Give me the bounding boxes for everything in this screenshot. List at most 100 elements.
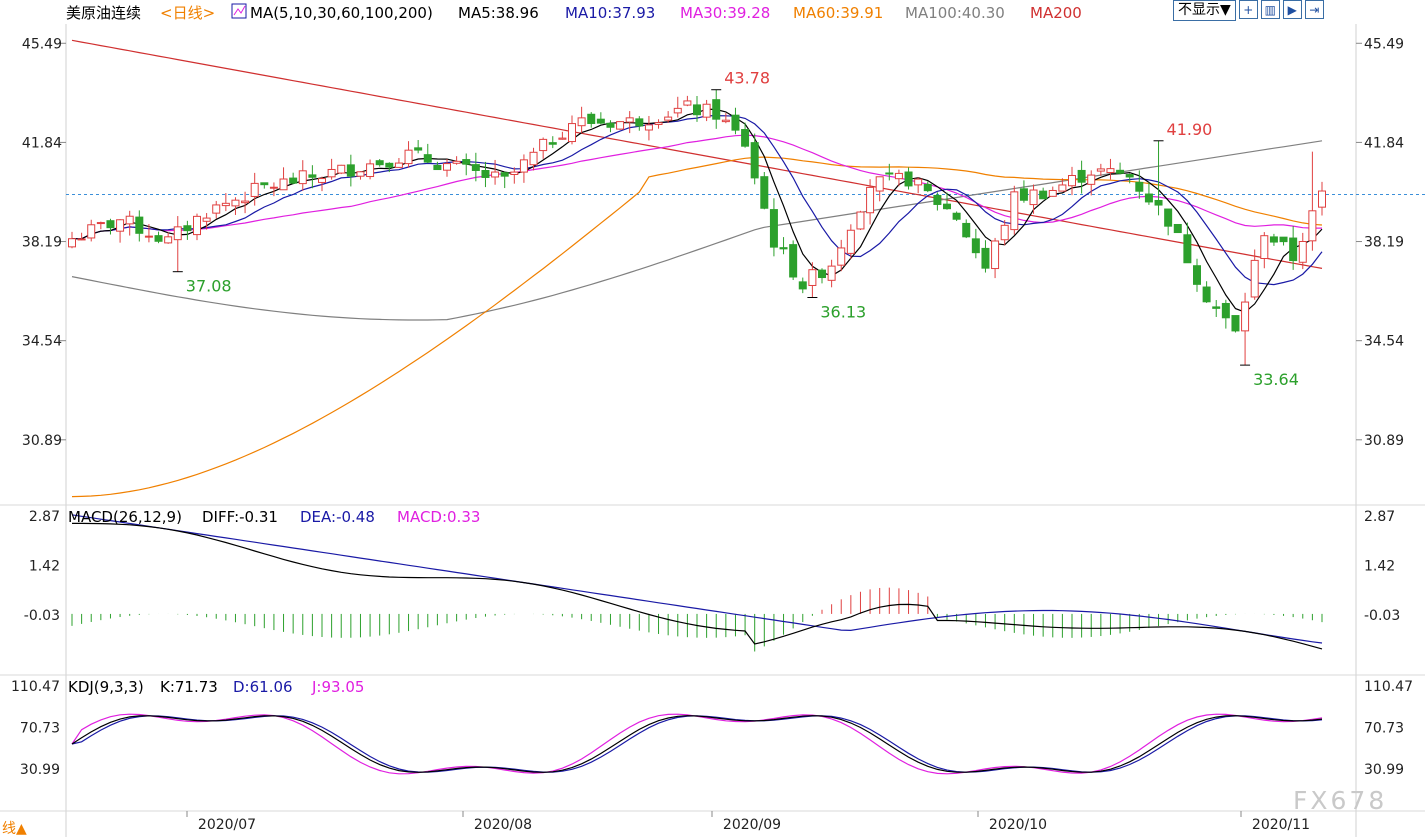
candle[interactable] <box>212 200 221 219</box>
candle[interactable] <box>866 179 875 225</box>
kdj-panel[interactable]: 110.47 110.47 70.73 70.73 30.99 30.99 <box>11 679 1413 778</box>
chart-layout-icon[interactable]: ▥ <box>1260 0 1280 19</box>
candle[interactable] <box>96 221 105 230</box>
candle[interactable] <box>702 99 711 122</box>
candle[interactable] <box>87 219 96 242</box>
candle[interactable] <box>68 231 76 249</box>
display-select[interactable]: 不显示▼ <box>1173 0 1236 21</box>
candle[interactable] <box>856 210 865 231</box>
candle[interactable] <box>914 177 923 194</box>
candle[interactable] <box>1010 185 1019 235</box>
candle[interactable] <box>635 116 644 131</box>
candle[interactable] <box>471 152 480 182</box>
candle[interactable] <box>991 237 1000 279</box>
candle[interactable] <box>1260 232 1269 269</box>
candle[interactable] <box>394 157 403 168</box>
candle[interactable] <box>1221 299 1230 329</box>
candle[interactable] <box>721 113 730 124</box>
candle[interactable] <box>596 112 605 125</box>
candle[interactable] <box>827 259 836 288</box>
candle[interactable] <box>221 193 230 212</box>
candle[interactable] <box>769 198 778 257</box>
candle[interactable] <box>971 228 980 259</box>
candle[interactable] <box>135 210 144 242</box>
candle[interactable] <box>1279 236 1288 246</box>
candle[interactable] <box>577 106 586 134</box>
macd-panel[interactable]: 2.87 2.87 1.42 1.42 -0.03 -0.03 <box>24 509 1400 652</box>
candle[interactable] <box>164 232 173 244</box>
period-selector[interactable]: <日线> <box>160 4 215 22</box>
candle[interactable] <box>673 96 682 118</box>
candle[interactable] <box>981 240 990 273</box>
candle[interactable] <box>1019 180 1028 203</box>
candle[interactable] <box>433 161 442 171</box>
candle[interactable] <box>1241 292 1250 366</box>
candle[interactable] <box>183 220 192 240</box>
candle[interactable] <box>1087 170 1096 196</box>
candle[interactable] <box>1068 166 1076 196</box>
candle[interactable] <box>798 277 807 294</box>
candle[interactable] <box>875 176 884 202</box>
candle[interactable] <box>510 167 519 184</box>
candle[interactable] <box>1318 181 1326 216</box>
candle[interactable] <box>741 122 750 148</box>
candle[interactable] <box>337 164 346 175</box>
candle[interactable] <box>77 232 86 241</box>
candle[interactable] <box>894 169 903 187</box>
candle[interactable] <box>789 240 798 281</box>
candle[interactable] <box>1269 233 1278 246</box>
candle[interactable] <box>1116 162 1125 175</box>
candle[interactable] <box>404 141 413 168</box>
candle[interactable] <box>241 191 250 214</box>
candle[interactable] <box>654 119 663 129</box>
candle[interactable] <box>346 154 355 187</box>
candle[interactable] <box>250 172 259 206</box>
candle[interactable] <box>548 136 557 149</box>
candle[interactable] <box>154 231 163 244</box>
candle[interactable] <box>529 147 538 171</box>
candle[interactable] <box>202 213 211 230</box>
candle[interactable] <box>1250 249 1259 300</box>
candle[interactable] <box>1000 220 1009 246</box>
candle[interactable] <box>519 154 528 183</box>
candle[interactable] <box>952 211 961 222</box>
candle[interactable] <box>587 112 596 128</box>
candle[interactable] <box>923 181 932 193</box>
candle[interactable] <box>1231 315 1240 333</box>
candle[interactable] <box>269 182 278 197</box>
candle[interactable] <box>193 213 201 241</box>
candle[interactable] <box>885 163 894 181</box>
candle[interactable] <box>1164 208 1173 236</box>
candle[interactable] <box>1058 178 1067 192</box>
candle[interactable] <box>1144 182 1153 205</box>
candle[interactable] <box>558 131 567 140</box>
candle[interactable] <box>750 133 759 185</box>
candle[interactable] <box>1048 186 1057 197</box>
candle[interactable] <box>625 111 634 134</box>
step-forward-icon[interactable]: ▶ <box>1282 0 1302 19</box>
line-toggle[interactable]: 线▲ <box>2 821 27 837</box>
candle[interactable] <box>318 176 326 192</box>
candle[interactable] <box>904 167 913 190</box>
candle[interactable] <box>260 182 269 189</box>
candle[interactable] <box>452 156 461 165</box>
candle[interactable] <box>385 162 394 173</box>
candle[interactable] <box>327 158 336 180</box>
candle[interactable] <box>1183 222 1192 264</box>
candle[interactable] <box>173 216 182 272</box>
candle[interactable] <box>606 120 615 133</box>
candle[interactable] <box>125 210 134 236</box>
candle[interactable] <box>539 137 548 159</box>
candle[interactable] <box>837 239 846 272</box>
candle[interactable] <box>712 89 721 129</box>
candle[interactable] <box>933 192 942 211</box>
candle[interactable] <box>106 218 115 235</box>
crosshair-icon[interactable]: + <box>1238 0 1258 19</box>
price-panel[interactable]: 45.49 45.49 41.84 41.84 38.19 38.19 34.54 34.54… <box>22 36 1425 498</box>
candle[interactable] <box>846 224 855 259</box>
candle[interactable] <box>144 224 153 243</box>
candle[interactable] <box>644 115 653 141</box>
candle[interactable] <box>116 219 125 243</box>
candle[interactable] <box>779 237 788 255</box>
candle[interactable] <box>1308 151 1317 251</box>
